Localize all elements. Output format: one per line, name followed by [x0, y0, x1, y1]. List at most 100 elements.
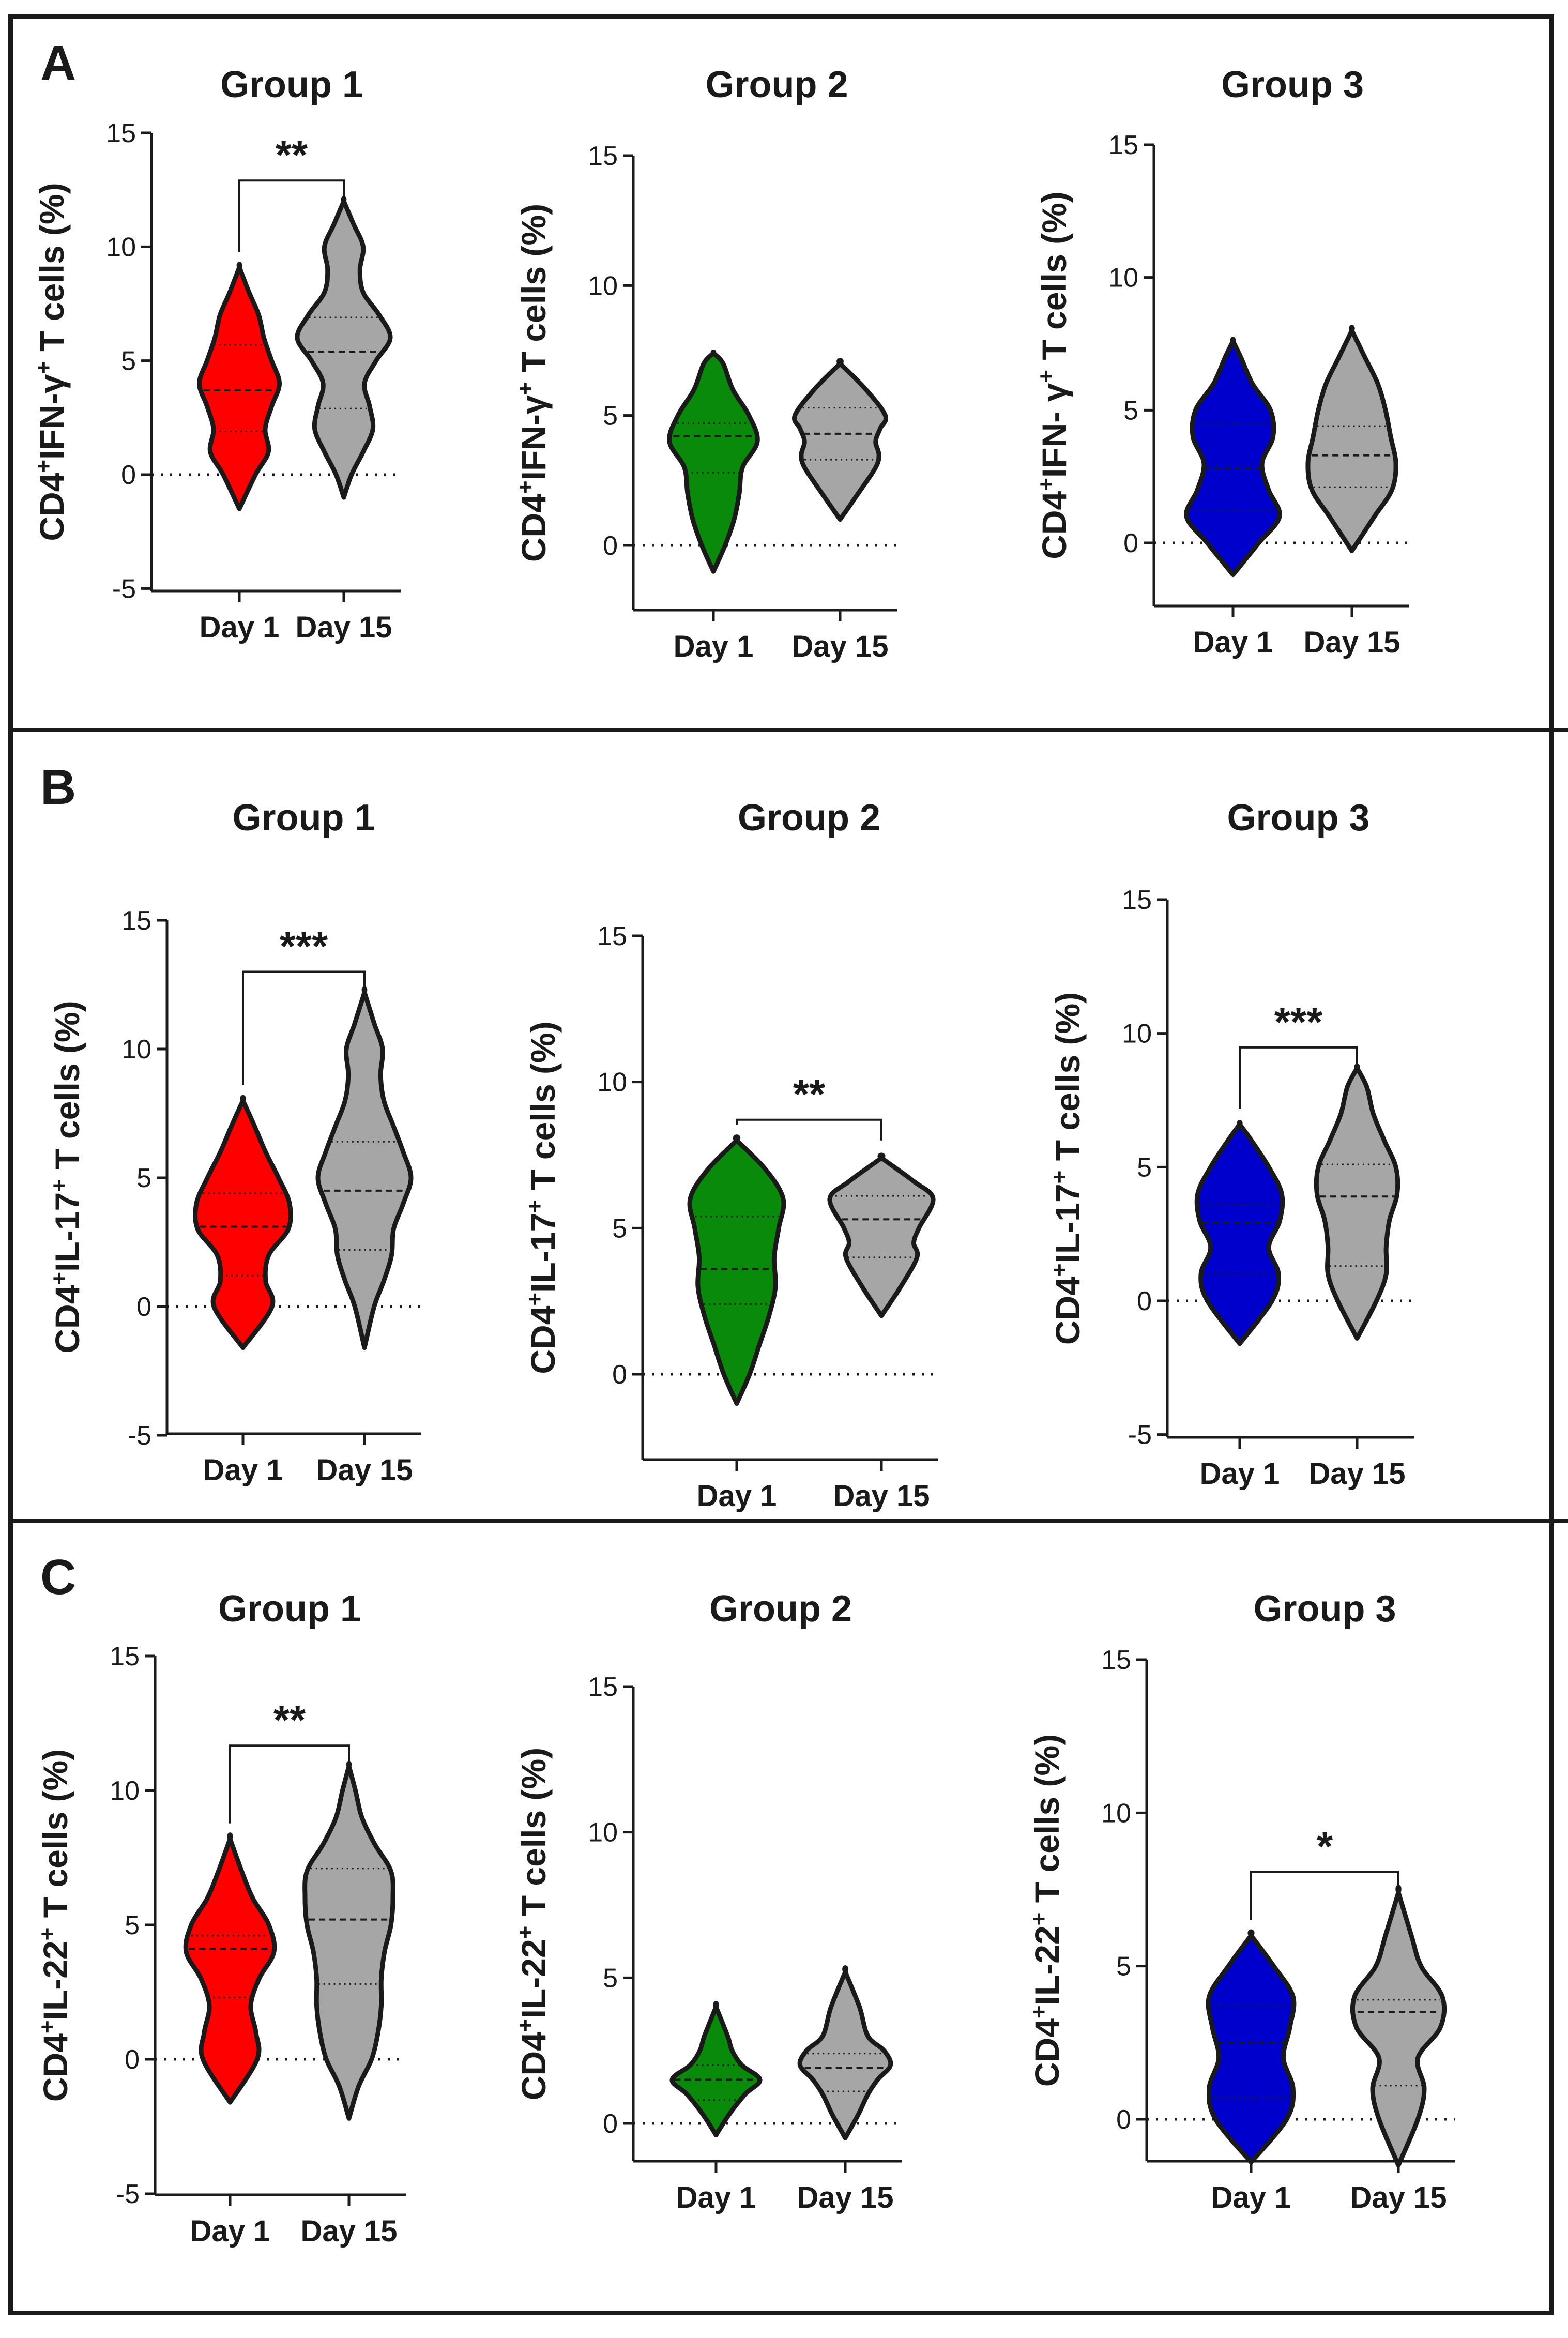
y-tick-label: 15 — [1101, 1645, 1131, 1675]
y-tick-label: -5 — [128, 1421, 151, 1451]
y-tick-label: 0 — [612, 1360, 627, 1390]
significance-bracket — [229, 1744, 350, 1824]
y-axis-label: CD4+IL-17+ T cells (%) — [47, 1000, 87, 1353]
y-tick-label: 15 — [597, 921, 627, 951]
y-axis-label: CD4+IL-17+ T cells (%) — [522, 1021, 562, 1374]
x-tick-label: Day 1 — [1193, 626, 1273, 659]
x-tick-label: Day 15 — [833, 1479, 930, 1513]
y-axis-label-part: T cells (%) — [524, 1021, 562, 1200]
y-axis-label-superscript: + — [522, 1200, 547, 1213]
y-axis-label-part: IL-17 — [48, 1192, 86, 1272]
violin-day15 — [1350, 1885, 1447, 2168]
x-tick-label: Day 1 — [200, 611, 280, 644]
y-tick-label: 0 — [1137, 1286, 1152, 1316]
y-tick-label: 0 — [1123, 528, 1138, 558]
significance-stars: ** — [276, 132, 308, 178]
y-axis-label: CD4+IFN- γ+ T cells (%) — [1033, 191, 1074, 559]
significance-stars: *** — [280, 923, 328, 969]
y-axis-label: CD4+IFN-γ+ T cells (%) — [31, 183, 71, 541]
y-tick-label: 10 — [106, 232, 136, 262]
y-tick-label: 0 — [121, 460, 136, 490]
y-axis-label-superscript: + — [1033, 478, 1059, 491]
y-axis-label-part: IL-17 — [1048, 1183, 1087, 1263]
y-axis-label-superscript: + — [1026, 2005, 1052, 2018]
y-tick-label: 15 — [106, 118, 136, 148]
y-axis-label-superscript: + — [1047, 1263, 1072, 1277]
y-axis-label-part: CD4 — [1048, 1277, 1087, 1345]
y-tick-label: 5 — [1116, 1952, 1131, 1982]
y-axis-label-part: CD4 — [514, 494, 553, 562]
y-axis-label: CD4+IL-22+ T cells (%) — [35, 1749, 75, 2102]
y-tick-label: 5 — [1137, 1152, 1152, 1182]
significance-bracket — [242, 970, 366, 1085]
y-axis-label-part: T cells (%) — [48, 1000, 86, 1179]
y-tick-label: 10 — [121, 1035, 151, 1065]
y-axis-label-superscript: + — [513, 1926, 538, 1939]
chart-title: Group 1 — [218, 1588, 361, 1630]
y-axis-label: CD4+IFN-γ+ T cells (%) — [513, 204, 553, 562]
y-tick-label: -5 — [1128, 1420, 1152, 1450]
x-tick-label: Day 15 — [791, 630, 888, 663]
y-axis-label-part: T cells (%) — [1048, 992, 1087, 1171]
significance-stars: *** — [1274, 999, 1323, 1045]
y-axis-label: CD4+IL-22+ T cells (%) — [1026, 1734, 1067, 2087]
chart-title: Group 1 — [220, 64, 363, 105]
y-tick-label: 5 — [125, 1910, 140, 1940]
y-tick-label: 10 — [1108, 263, 1138, 293]
significance-bracket — [238, 179, 345, 252]
y-axis-label-part: T cells (%) — [514, 204, 553, 382]
y-tick-label: 15 — [110, 1642, 140, 1672]
violin-day15 — [797, 1965, 893, 2140]
violin-day15 — [1314, 1063, 1400, 1341]
significance-bracket — [736, 1118, 882, 1141]
violin-day1 — [1194, 1120, 1285, 1346]
panel-letter-a: A — [40, 36, 77, 91]
violin-day1 — [1206, 1929, 1297, 2165]
y-axis-label-part: IFN-γ — [514, 395, 553, 480]
violin-day1 — [183, 1832, 277, 2105]
y-axis-label-superscript: + — [1033, 370, 1059, 383]
x-tick-label: Day 1 — [674, 630, 754, 663]
y-tick-label: 15 — [588, 1672, 618, 1702]
y-axis-label-superscript: + — [1047, 1171, 1072, 1184]
y-axis-label-part: IFN-γ — [33, 374, 71, 460]
significance-stars: ** — [793, 1071, 826, 1117]
violin-day15 — [827, 1152, 936, 1318]
chart-title: Group 3 — [1227, 797, 1369, 839]
violin-day1 — [687, 1134, 786, 1406]
panel-divider-ab — [8, 728, 1568, 732]
x-tick-label: Day 15 — [316, 1453, 413, 1487]
y-tick-label: 15 — [121, 906, 151, 936]
chart-title: Group 2 — [705, 64, 848, 105]
y-axis-label-part: IL-22 — [514, 1939, 553, 2018]
y-axis-label-superscript: + — [513, 2018, 538, 2032]
violin-day15 — [315, 986, 414, 1350]
y-axis-label-superscript: + — [35, 2020, 60, 2033]
panel-divider-bc — [8, 1519, 1568, 1523]
y-axis-label-superscript: + — [47, 1179, 72, 1192]
y-tick-label: 0 — [603, 531, 618, 561]
y-tick-label: 5 — [1123, 396, 1138, 426]
y-axis-label-part: CD4 — [1035, 491, 1073, 559]
y-axis-label-superscript: + — [31, 361, 56, 374]
y-tick-label: 15 — [1108, 130, 1138, 160]
y-tick-label: 10 — [1101, 1798, 1131, 1828]
y-axis-label-part: CD4 — [1028, 2018, 1066, 2087]
violin-day15 — [295, 196, 393, 500]
y-tick-label: 0 — [136, 1292, 151, 1322]
y-axis-label: CD4+IL-22+ T cells (%) — [513, 1748, 553, 2100]
x-tick-label: Day 15 — [1350, 2181, 1447, 2214]
y-tick-label: 15 — [1122, 885, 1152, 915]
violin-day1 — [667, 350, 760, 574]
y-axis-label-part: T cells (%) — [33, 183, 71, 361]
chart-title: Group 3 — [1253, 1588, 1396, 1630]
y-axis-label-superscript: + — [31, 460, 56, 473]
